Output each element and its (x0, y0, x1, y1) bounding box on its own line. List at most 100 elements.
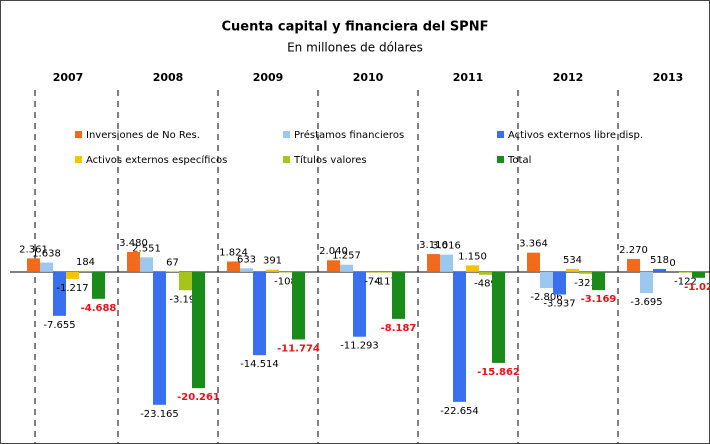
value-label: 391 (263, 256, 282, 267)
value-label: -1.02 (684, 282, 710, 293)
value-label: 1.638 (32, 249, 61, 260)
year-label: 2012 (553, 71, 584, 84)
value-label: 518 (650, 255, 669, 266)
bar (253, 271, 266, 356)
value-label: 3.364 (519, 239, 548, 250)
bar (553, 271, 566, 295)
bar (327, 260, 340, 272)
legend-label: Activos externos libre disp. (508, 130, 643, 141)
value-label: 184 (76, 257, 95, 268)
value-label: -11.293 (340, 341, 379, 352)
value-label: -489 (474, 279, 497, 290)
bar (640, 271, 653, 294)
chart-title: Cuenta capital y financiera del SPNF (222, 20, 489, 35)
bar (66, 271, 79, 279)
legend-swatch (75, 156, 82, 163)
bar (153, 271, 166, 405)
legend-swatch (283, 131, 290, 138)
value-label: -108 (274, 277, 297, 288)
bar (92, 271, 105, 299)
legend-swatch (283, 156, 290, 163)
bar (353, 271, 366, 337)
value-label: 2.270 (619, 245, 648, 256)
value-label: 2.551 (132, 243, 161, 254)
value-label: -11.774 (277, 343, 320, 354)
bar (653, 268, 666, 272)
bar (492, 271, 505, 363)
bar (27, 258, 40, 272)
value-label: -20.261 (177, 392, 220, 403)
value-label: -3.169 (581, 294, 617, 305)
value-label: 633 (237, 254, 256, 265)
bar (279, 271, 292, 273)
value-label: -117 (374, 277, 397, 288)
value-label: 67 (166, 258, 179, 269)
value-label: 0 (669, 258, 675, 269)
bar (440, 254, 453, 272)
value-label: 2.040 (319, 246, 348, 257)
bar (392, 271, 405, 319)
chart-subtitle: En millones de dólares (287, 41, 423, 55)
value-label: -4.688 (81, 303, 117, 314)
bar (427, 254, 440, 272)
bar (466, 265, 479, 272)
year-label: 2010 (353, 71, 384, 84)
bar (340, 264, 353, 272)
value-label: -15.862 (477, 367, 520, 378)
bar (79, 270, 92, 272)
bar (527, 252, 540, 272)
bar (453, 271, 466, 402)
bar (53, 271, 66, 316)
value-label: -323 (574, 278, 597, 289)
value-label: -8.187 (381, 323, 417, 334)
bar (679, 271, 692, 273)
bar (579, 271, 592, 274)
value-label: 3.480 (119, 238, 148, 249)
bar (692, 271, 705, 278)
value-label: -7.655 (43, 320, 75, 331)
legend-label: Préstamos financieros (294, 129, 404, 141)
legend-swatch (497, 156, 504, 163)
value-label: 534 (563, 255, 582, 266)
value-label: 1.824 (219, 247, 248, 258)
legend-label: Títulos valores (293, 154, 367, 166)
value-label: -23.165 (140, 409, 179, 420)
bar (140, 257, 153, 272)
bar (540, 271, 553, 289)
value-label: -122 (674, 277, 697, 288)
bar (227, 261, 240, 272)
value-label: -22.654 (440, 406, 479, 417)
value-label: -1.217 (56, 283, 88, 294)
bar (240, 268, 253, 272)
bar (179, 271, 192, 291)
bar (592, 271, 605, 291)
year-label: 2011 (453, 71, 484, 84)
bar (627, 258, 640, 272)
bar (127, 251, 140, 272)
legend-label: Activos externos específicos (86, 154, 227, 166)
value-label: 3.016 (432, 241, 461, 252)
value-label: 1.257 (332, 251, 361, 262)
value-label: 3.116 (419, 240, 448, 251)
bar (292, 271, 305, 340)
bar (379, 271, 392, 273)
year-label: 2009 (253, 71, 284, 84)
value-label: -14.514 (240, 359, 279, 370)
bar (192, 271, 205, 389)
bar (566, 268, 579, 272)
legend-swatch (497, 131, 504, 138)
year-label: 2013 (653, 71, 684, 84)
year-label: 2007 (53, 71, 84, 84)
bar (479, 271, 492, 275)
value-label: -74 (364, 276, 380, 287)
value-label: -3.937 (543, 299, 575, 310)
bar (266, 269, 279, 272)
value-label: -3.193 (169, 294, 201, 305)
year-label: 2008 (153, 71, 184, 84)
legend-label: Inversiones de No Res. (86, 130, 200, 141)
legend-swatch (75, 131, 82, 138)
value-label: 2.361 (19, 244, 48, 255)
bar (40, 262, 53, 272)
